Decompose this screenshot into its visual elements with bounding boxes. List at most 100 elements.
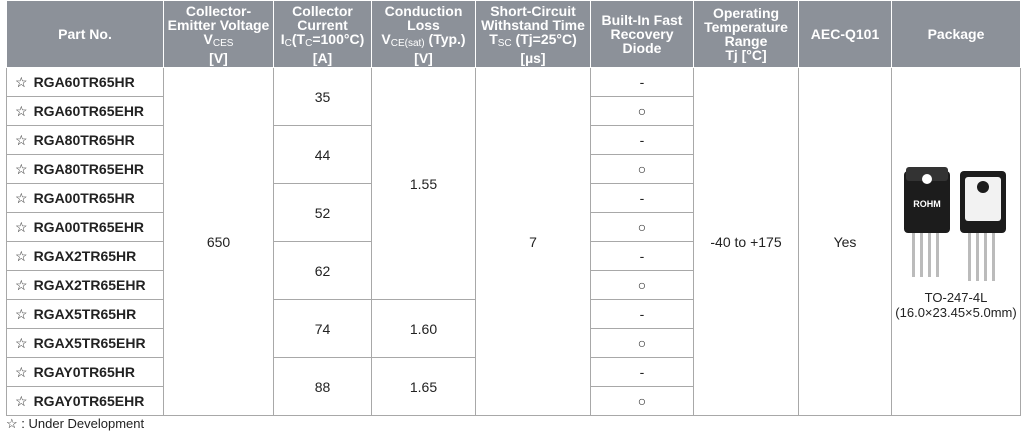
diode-cell: - xyxy=(590,125,694,155)
header-text: Withstand Time xyxy=(481,16,585,33)
diode-cell: - xyxy=(590,67,694,97)
part-number: RGA00TR65EHR xyxy=(33,218,145,235)
short-circuit-cell: 7 xyxy=(475,67,591,416)
status-symbol: ☆ xyxy=(15,218,28,235)
package-image: ROHM xyxy=(904,167,1006,281)
table-body: ☆ RGA60TR65HR 650 35 1.55 7- -40 to +175 Yes RO… xyxy=(6,67,1021,416)
header-line: Range xyxy=(694,34,798,48)
table-row: ☆ RGAX2TR65EHR ○ xyxy=(6,270,1021,300)
column-header: Collector Current IC(TC=100°C) [A] xyxy=(273,0,372,68)
current-cell: 74 xyxy=(273,299,372,358)
part-number: RGA80TR65HR xyxy=(33,131,135,148)
temperature-cell: -40 to +175 xyxy=(693,67,799,416)
package-front: ROHM xyxy=(904,167,950,277)
header-line: Current xyxy=(274,18,371,32)
part-cell: ☆ RGAY0TR65EHR xyxy=(6,386,164,416)
header-text: Operating xyxy=(712,5,780,21)
header-line: TSC (Tj=25°C) xyxy=(476,32,590,51)
header-line: VCE(sat) (Typ.) xyxy=(372,32,475,51)
header-line: IC(TC=100°C) xyxy=(274,32,371,51)
table-row: ☆ RGAX5TR65EHR ○ xyxy=(6,328,1021,358)
status-symbol: ☆ xyxy=(15,363,28,380)
header-text: Loss xyxy=(407,16,440,33)
column-header: Operating Temperature Range Tj [°C] xyxy=(693,0,799,68)
package-back xyxy=(960,171,1006,281)
header-text: Recovery xyxy=(610,26,674,42)
header-line: Conduction xyxy=(372,4,475,18)
part-cell: ☆ RGAX2TR65HR xyxy=(6,241,164,271)
table-row: ☆ RGA60TR65EHR ○ xyxy=(6,96,1021,126)
table-row: ☆ RGAY0TR65HR 88 1.65 - xyxy=(6,357,1021,416)
part-number: RGA60TR65HR xyxy=(33,73,135,90)
spec-table-wrap: Part No. Collector- Emitter Voltage VCES [V]… xyxy=(6,0,1021,416)
part-cell: ☆ RGA60TR65HR xyxy=(6,67,164,97)
spec-table: Part No. Collector- Emitter Voltage VCES [V]… xyxy=(6,0,1021,416)
part-cell: ☆ RGA00TR65HR xyxy=(6,183,164,213)
header-text: (Tj=25°C) xyxy=(511,30,577,47)
part-cell: ☆ RGAY0TR65HR xyxy=(6,357,164,387)
table-row: ☆ RGA80TR65EHR ○ xyxy=(6,154,1021,184)
table-row: ☆ RGA00TR65EHR ○ xyxy=(6,212,1021,242)
loss-cell: 1.60 xyxy=(371,299,476,358)
part-cell: ☆ RGA80TR65HR xyxy=(6,125,164,155)
diode-cell: ○ xyxy=(590,328,694,358)
header-text: [A] xyxy=(312,49,333,66)
header-text: V xyxy=(203,30,213,47)
header-text: Collector xyxy=(292,2,353,19)
header-subscript: C xyxy=(284,37,292,49)
status-symbol: ☆ xyxy=(15,73,28,90)
part-cell: ☆ RGA60TR65EHR xyxy=(6,96,164,126)
status-symbol: ☆ xyxy=(15,334,28,351)
header-line: AEC-Q101 xyxy=(799,27,891,41)
header-text: I xyxy=(280,30,285,47)
part-cell: ☆ RGAX5TR65EHR xyxy=(6,328,164,358)
table-row: ☆ RGA00TR65HR 52 - xyxy=(6,183,1021,242)
header-text: =100°C) xyxy=(312,30,365,47)
status-symbol: ☆ xyxy=(15,276,28,293)
table-row: ☆ RGA80TR65HR 44 - xyxy=(6,125,1021,184)
header-text: Temperature xyxy=(704,19,788,35)
column-header: Built-In Fast Recovery Diode xyxy=(590,0,694,68)
header-subscript: C xyxy=(305,37,313,49)
diode-cell: ○ xyxy=(590,96,694,126)
column-header: AEC-Q101 xyxy=(798,0,892,68)
current-cell: 35 xyxy=(273,67,372,126)
status-symbol: ☆ xyxy=(15,160,28,177)
header-line: Loss xyxy=(372,18,475,32)
part-number: RGAX5TR65EHR xyxy=(33,334,146,351)
column-header: Short-Circuit Withstand Time TSC (Tj=25°C)… xyxy=(475,0,591,68)
header-line: Collector xyxy=(274,4,371,18)
header-text: T xyxy=(489,30,498,47)
header-text: V xyxy=(381,30,391,47)
status-symbol: ☆ xyxy=(15,131,28,148)
column-header: Conduction Loss VCE(sat) (Typ.) [V] xyxy=(371,0,476,68)
header-text: Built-In Fast xyxy=(601,12,683,28)
header-text: [V] xyxy=(209,49,228,66)
table-row: ☆ RGAX5TR65HR 74 1.60 - xyxy=(6,299,1021,358)
header-line: Tj [°C] xyxy=(694,48,798,62)
diode-cell: ○ xyxy=(590,212,694,242)
current-cell: 88 xyxy=(273,357,372,416)
header-subscript: CE(sat) xyxy=(390,37,425,49)
status-symbol: ☆ xyxy=(15,392,28,409)
header-line: [A] xyxy=(274,51,371,65)
header-text: Package xyxy=(927,26,985,42)
column-header: Package xyxy=(891,0,1021,68)
column-header: Collector- Emitter Voltage VCES [V] xyxy=(163,0,274,68)
current-cell: 62 xyxy=(273,241,372,300)
status-symbol: ☆ xyxy=(15,247,28,264)
part-cell: ☆ RGAX5TR65HR xyxy=(6,299,164,329)
header-line: Part No. xyxy=(7,27,163,41)
diode-cell: - xyxy=(590,241,694,271)
header-line: Recovery xyxy=(591,27,693,41)
header-text: (Typ.) xyxy=(424,30,466,47)
loss-cell: 1.65 xyxy=(371,357,476,416)
part-number: RGA00TR65HR xyxy=(33,189,135,206)
header-text: Current xyxy=(297,16,348,33)
aec-cell: Yes xyxy=(798,67,892,416)
status-symbol: ☆ xyxy=(15,305,28,322)
header-line: [V] xyxy=(164,51,273,65)
header-text: (T xyxy=(291,30,306,47)
header-text: Collector- xyxy=(185,2,252,19)
